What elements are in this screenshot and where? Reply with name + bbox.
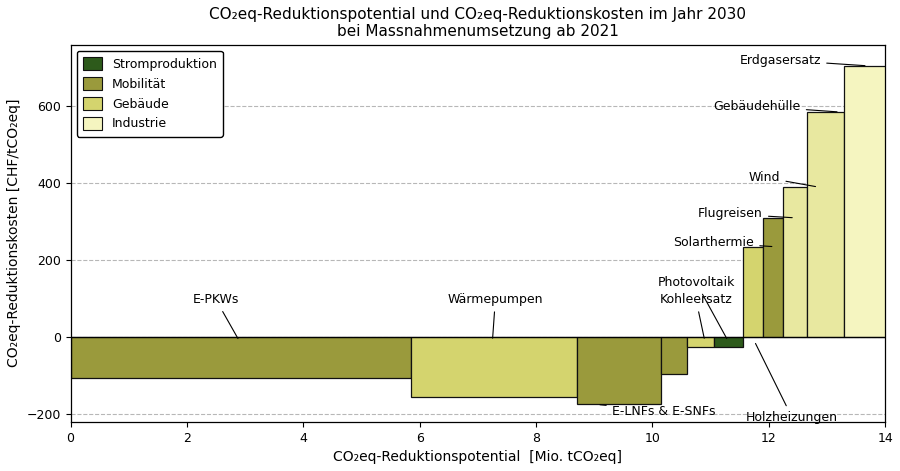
Y-axis label: CO₂eq-Reduktionskosten [CHF/tCO₂eq]: CO₂eq-Reduktionskosten [CHF/tCO₂eq] — [7, 99, 21, 367]
Bar — [411, 337, 577, 397]
Title: CO₂eq-Reduktionspotential und CO₂eq-Reduktionskosten im Jahr 2030
bei Massnahmen: CO₂eq-Reduktionspotential und CO₂eq-Redu… — [210, 7, 746, 40]
Text: Kohleersatz: Kohleersatz — [660, 293, 733, 338]
Bar — [783, 187, 806, 337]
Bar — [662, 337, 688, 374]
Bar — [763, 218, 783, 337]
Text: Holzheizungen: Holzheizungen — [746, 343, 838, 424]
Text: E-PKWs: E-PKWs — [193, 293, 239, 339]
Text: Erdgasersatz: Erdgasersatz — [740, 54, 865, 66]
Text: Solarthermie: Solarthermie — [673, 236, 772, 249]
Text: E-LNFs & E-SNFs: E-LNFs & E-SNFs — [600, 405, 716, 417]
Legend: Stromproduktion, Mobilität, Gebäude, Industrie: Stromproduktion, Mobilität, Gebäude, Ind… — [76, 51, 223, 137]
Bar — [844, 66, 894, 337]
Bar — [714, 337, 742, 347]
Bar — [577, 337, 662, 405]
Text: Gebäudehülle: Gebäudehülle — [714, 100, 837, 113]
Text: Photovoltaik: Photovoltaik — [657, 276, 734, 339]
X-axis label: CO₂eq-Reduktionspotential  [Mio. tCO₂eq]: CO₂eq-Reduktionspotential [Mio. tCO₂eq] — [333, 450, 623, 464]
Text: Wärmepumpen: Wärmepumpen — [447, 293, 543, 338]
Bar — [806, 112, 844, 337]
Bar — [742, 247, 763, 337]
Bar — [688, 337, 714, 347]
Bar — [70, 337, 411, 378]
Text: Flugreisen: Flugreisen — [698, 208, 792, 220]
Text: Wind: Wind — [749, 171, 815, 187]
